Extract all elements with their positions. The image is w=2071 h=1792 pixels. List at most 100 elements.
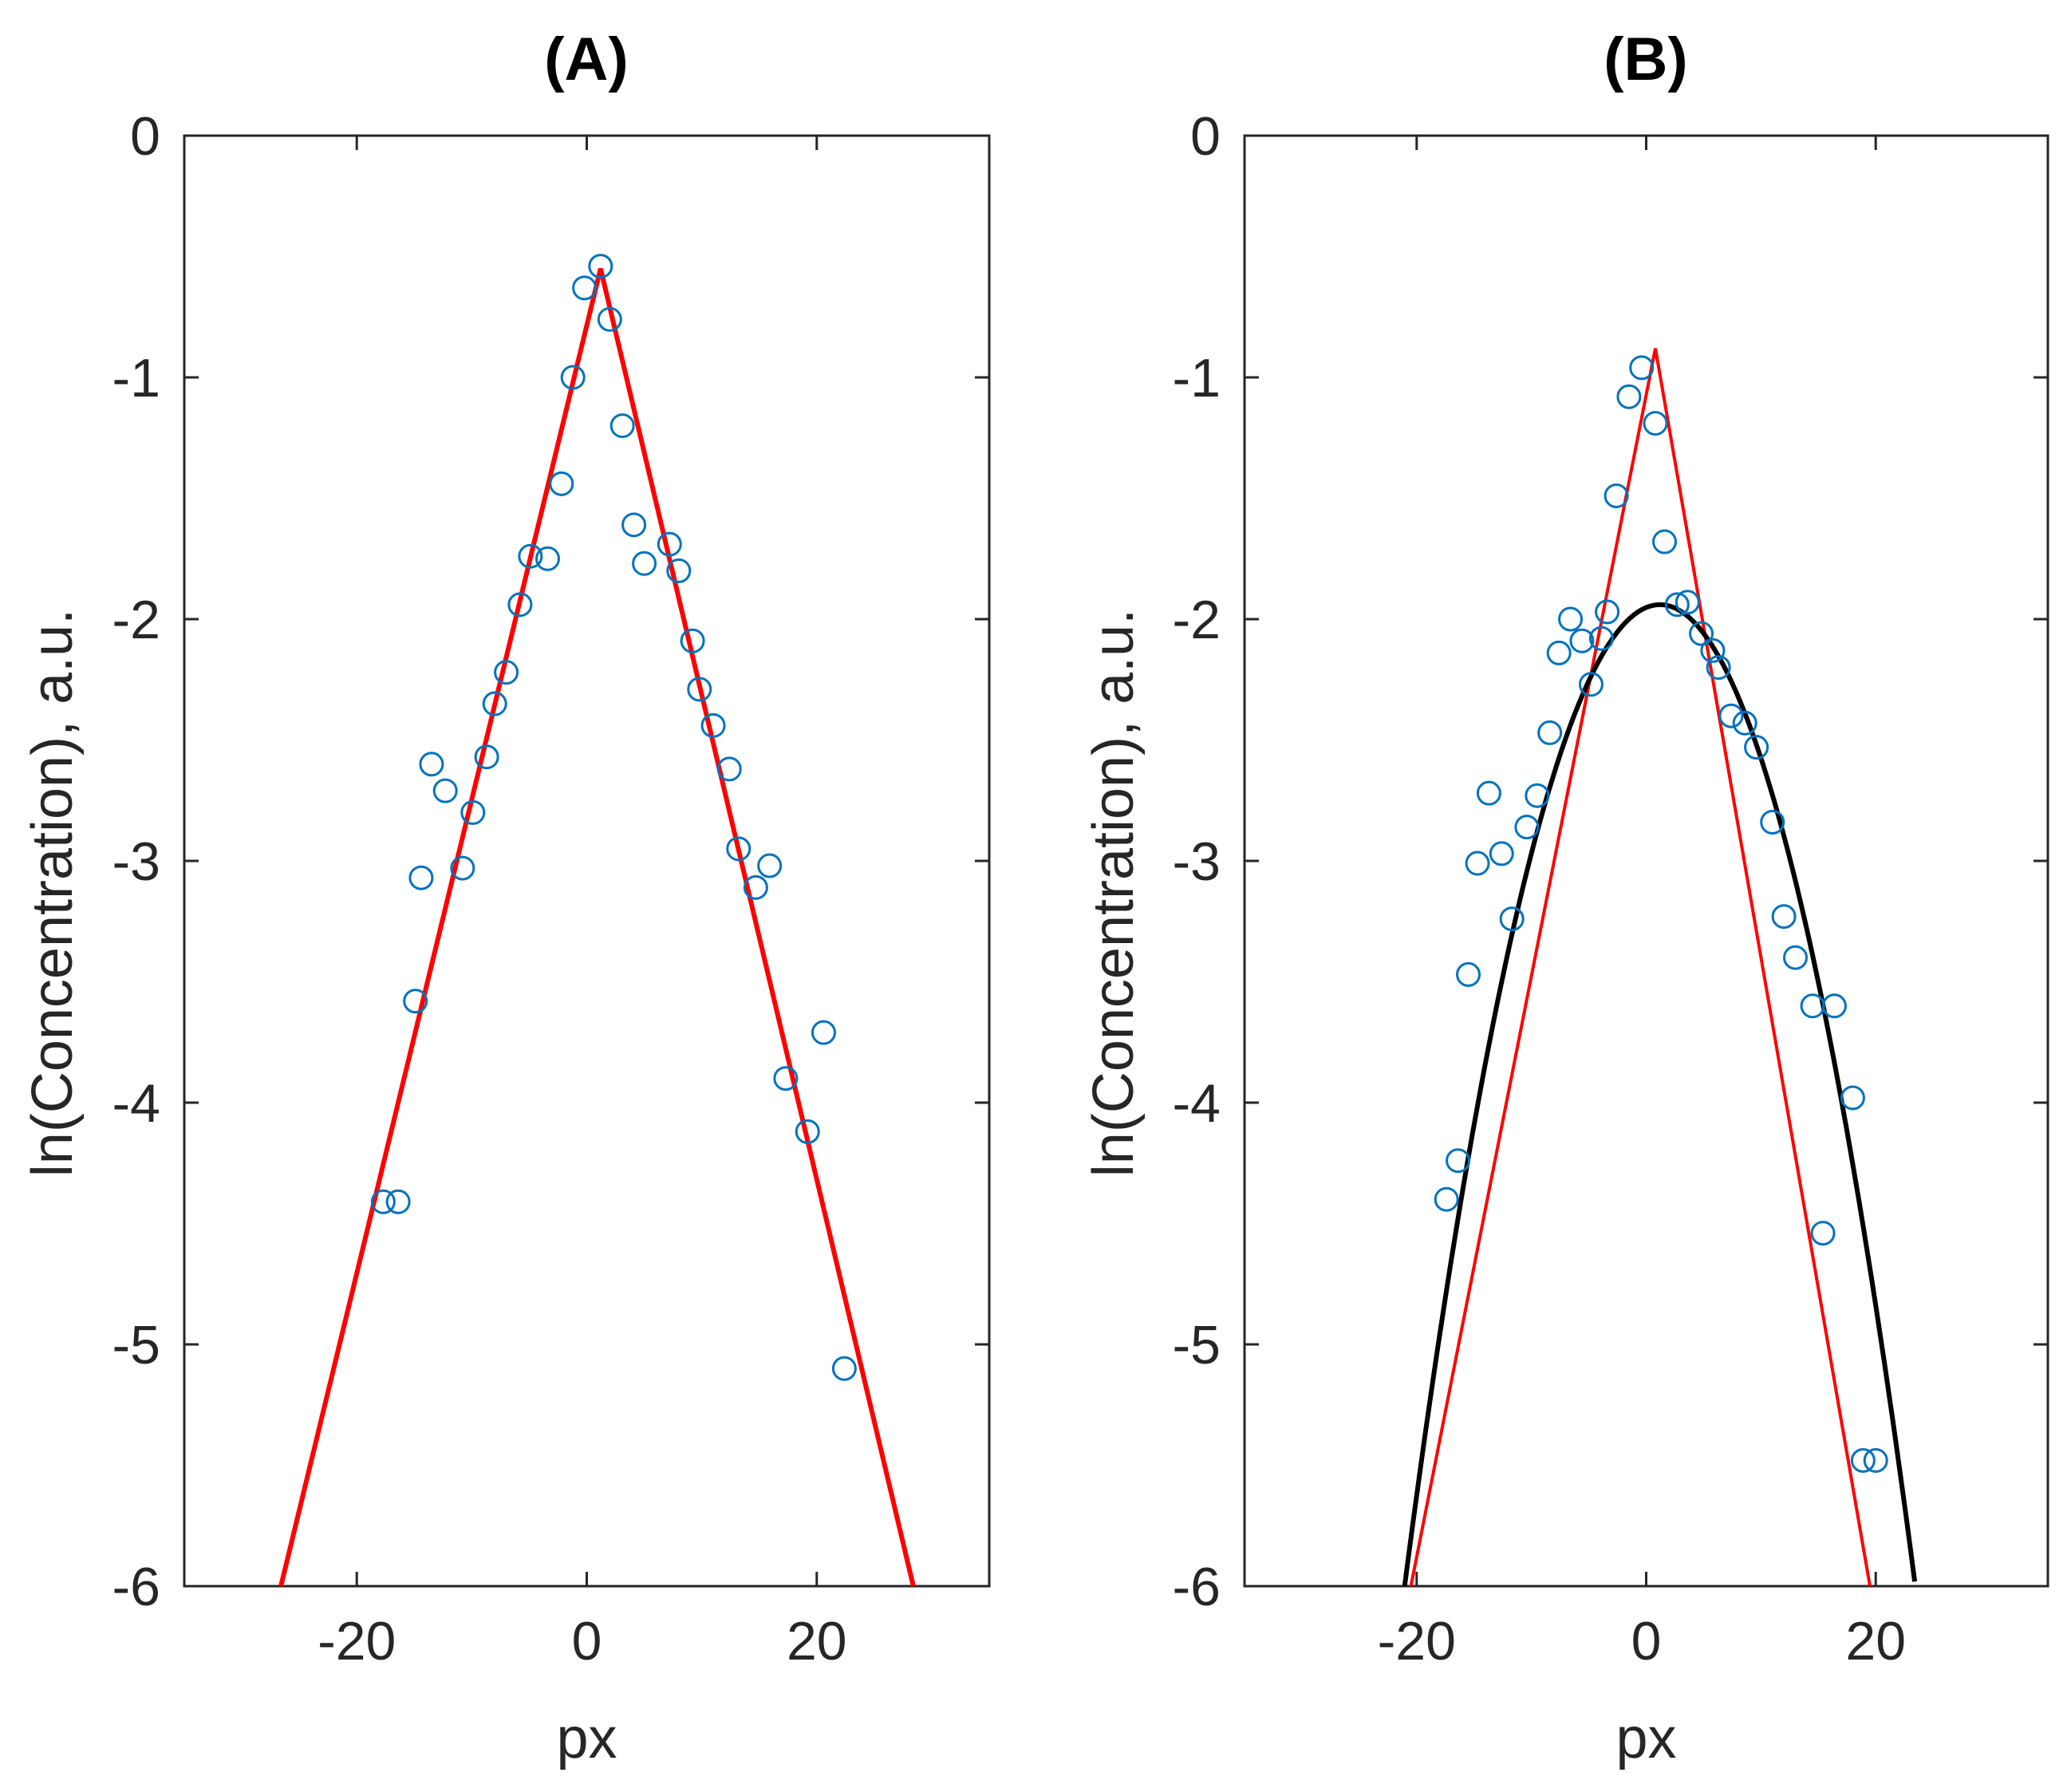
data-point: [680, 628, 705, 653]
data-point: [609, 413, 635, 439]
data-point: [1629, 355, 1655, 381]
data-point: [1604, 483, 1629, 508]
data-point: [1569, 628, 1595, 653]
x-tick-label: 0: [1631, 1611, 1662, 1672]
y-tick-label: -1: [112, 348, 160, 409]
data-point: [1578, 672, 1604, 697]
data-point: [1850, 1447, 1876, 1473]
y-tick-label: -5: [1173, 1315, 1221, 1376]
y-tick-label: -3: [112, 831, 160, 892]
data-point: [403, 989, 428, 1014]
panel-b: (B) 0 -1 -2 -3 -4 -5 -6 -20 0 20 px ln(Concentration…: [1082, 26, 2049, 1770]
y-tick-label: -3: [1173, 831, 1221, 892]
data-point: [773, 1066, 799, 1091]
data-point: [1616, 384, 1642, 409]
data-point: [757, 853, 783, 878]
data-point: [726, 836, 751, 862]
data-point: [1689, 621, 1714, 646]
data-point: [385, 1189, 411, 1214]
data-point: [795, 1119, 820, 1144]
data-point: [1446, 1148, 1471, 1174]
data-point: [1652, 529, 1678, 555]
data-point: [1558, 606, 1584, 632]
data-point: [1800, 993, 1825, 1019]
chart-title: (B): [1604, 26, 1688, 93]
data-point: [1771, 904, 1797, 930]
data-point: [1760, 810, 1785, 835]
plot-area: [1402, 348, 1918, 1586]
y-tick-label: -5: [112, 1315, 160, 1376]
y-tick-label: -4: [112, 1073, 160, 1134]
data-point: [549, 471, 574, 496]
data-point: [1588, 626, 1614, 651]
data-point: [657, 531, 682, 557]
data-point: [1732, 710, 1757, 736]
data-point: [1718, 703, 1744, 728]
y-tick-label: -6: [112, 1557, 160, 1617]
data-point: [597, 306, 622, 332]
data-point: [1664, 592, 1690, 618]
data-point: [1863, 1447, 1888, 1473]
data-point: [1700, 637, 1726, 663]
x-tick-label: -20: [318, 1611, 396, 1672]
data-point: [621, 512, 647, 538]
data-point: [1821, 993, 1847, 1019]
data-point: [474, 744, 499, 770]
data-point: [460, 799, 486, 825]
data-point: [1783, 945, 1809, 970]
axes-box: [183, 134, 991, 1588]
data-point: [666, 558, 692, 583]
fit-line-linear: [278, 267, 916, 1586]
y-tick-label: -2: [112, 590, 160, 650]
data-point: [1525, 783, 1550, 808]
data-point: [572, 275, 598, 301]
y-tick-label: 0: [130, 106, 160, 167]
data-point: [1546, 640, 1572, 665]
data-point: [535, 546, 560, 571]
data-point: [831, 1356, 857, 1381]
data-point: [432, 778, 458, 803]
y-tick-label: -1: [1173, 348, 1221, 409]
data-point: [518, 543, 543, 569]
data-point: [1489, 841, 1514, 866]
data-point: [743, 874, 768, 900]
data-point: [687, 677, 712, 702]
y-tick-label: 0: [1190, 106, 1221, 167]
data-point: [632, 551, 657, 576]
panel-a: (A) 0 -1 -2 -3 -4 -5 -6 -20 0 20 px ln(Concentration…: [21, 26, 991, 1770]
data-point: [1434, 1186, 1459, 1212]
x-tick-label: -20: [1378, 1611, 1456, 1672]
x-tick-label: 0: [572, 1611, 602, 1672]
data-point: [811, 1020, 836, 1045]
data-point: [700, 712, 726, 738]
data-point: [1810, 1221, 1836, 1246]
x-tick-label: 20: [1845, 1611, 1906, 1672]
data-point: [1499, 906, 1525, 932]
data-point: [494, 660, 519, 685]
data-point: [1595, 599, 1620, 625]
data-point: [1706, 655, 1731, 681]
y-axis-label: ln(Concentration), a.u.: [21, 609, 85, 1177]
data-point: [482, 691, 507, 716]
data-point: [1675, 590, 1700, 615]
data-point: [370, 1189, 396, 1214]
plot-area: [278, 254, 916, 1586]
data-point: [408, 865, 434, 890]
data-point: [507, 592, 533, 618]
y-tick-label: -6: [1173, 1557, 1221, 1617]
data-point: [1465, 851, 1490, 876]
x-tick-label: 20: [787, 1611, 847, 1672]
data-point: [560, 365, 586, 390]
data-point: [1744, 735, 1769, 760]
data-point: [1456, 961, 1481, 987]
x-axis-label: px: [1615, 1707, 1676, 1770]
data-point: [1476, 780, 1501, 806]
data-point: [450, 855, 475, 881]
data-point: [419, 752, 444, 777]
data-point: [1537, 720, 1563, 745]
fit-curve-quadratic: [1402, 602, 1918, 1586]
data-point: [1643, 411, 1668, 436]
data-point: [588, 254, 613, 279]
y-axis-label: ln(Concentration), a.u.: [1082, 609, 1146, 1177]
